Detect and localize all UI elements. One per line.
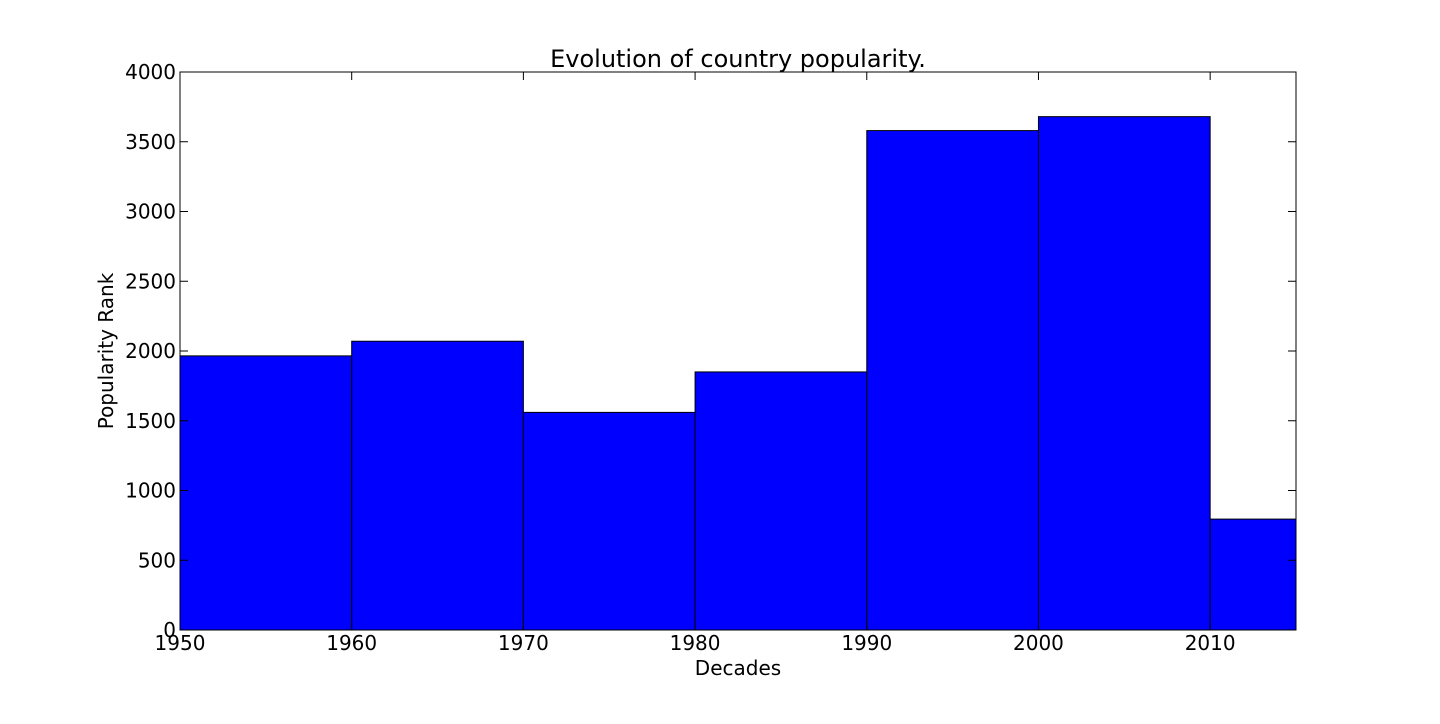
bar-1960 xyxy=(351,340,524,631)
x-axis-title: Decades xyxy=(695,656,781,680)
bar-2000 xyxy=(1037,116,1211,631)
y-tick-label-4000: 4000 xyxy=(125,60,176,84)
bar-1950 xyxy=(179,355,353,631)
x-tick-label-1990: 1990 xyxy=(841,631,892,655)
bar-1980 xyxy=(694,371,868,631)
x-tick-label-1970: 1970 xyxy=(498,631,549,655)
y-tick-label-1000: 1000 xyxy=(125,479,176,503)
x-tick-label-2000: 2000 xyxy=(1013,631,1064,655)
y-tick-label-500: 500 xyxy=(138,548,176,572)
chart-title: Evolution of country popularity. xyxy=(550,45,926,73)
ticks-layer xyxy=(179,71,1296,631)
y-tick-label-2500: 2500 xyxy=(125,269,176,293)
y-tick-label-3000: 3000 xyxy=(125,200,176,224)
y-tick-label-1500: 1500 xyxy=(125,409,176,433)
x-tick-label-1960: 1960 xyxy=(326,631,377,655)
y-tick-label-0: 0 xyxy=(163,618,176,642)
x-tick-label-2010: 2010 xyxy=(1185,631,1236,655)
bar-2010 xyxy=(1209,518,1297,631)
y-tick-label-3500: 3500 xyxy=(125,130,176,154)
bars-layer xyxy=(179,116,1297,631)
x-tick-label-1980: 1980 xyxy=(670,631,721,655)
tick-labels-layer: 1950 1960 1970 1980 1990 2000 2010 0 500 1000 1500… xyxy=(125,60,1236,655)
bar-1970 xyxy=(522,411,696,631)
x-tick-label-1950: 1950 xyxy=(155,631,206,655)
y-tick-label-2000: 2000 xyxy=(125,339,176,363)
y-axis-title: Popularity Rank xyxy=(94,272,118,429)
bar-1990 xyxy=(866,130,1039,631)
